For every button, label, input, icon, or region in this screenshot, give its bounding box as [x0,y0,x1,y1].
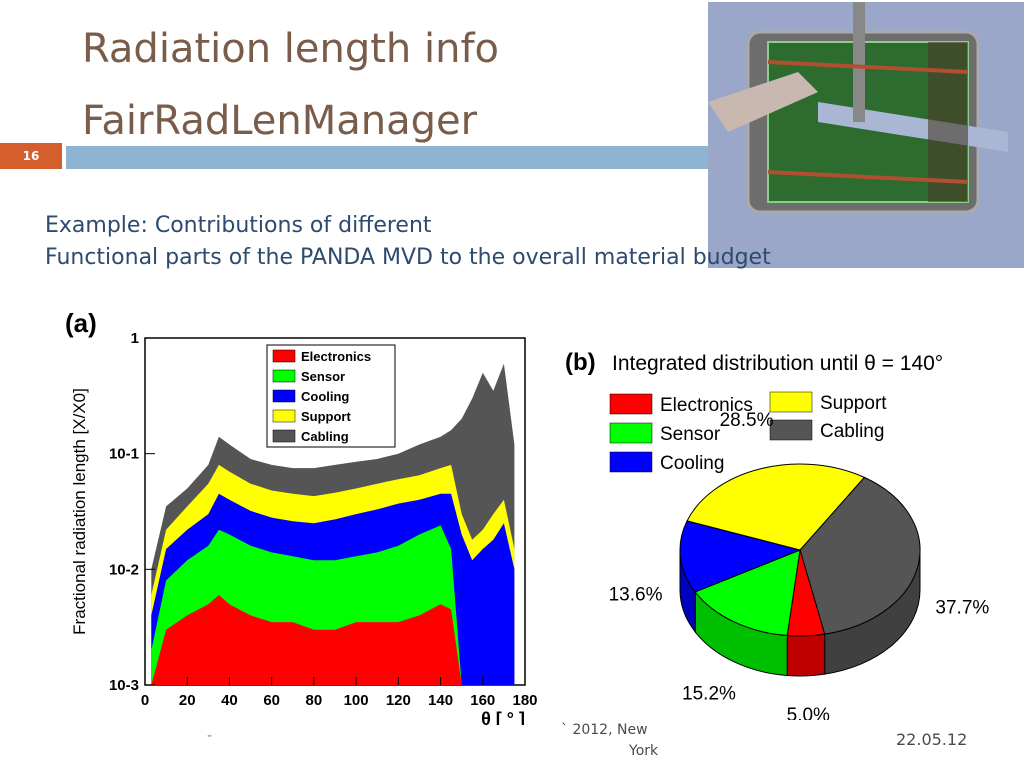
legend-label-electronics: Electronics [301,349,371,364]
pie-label-electronics: 5.0% [787,705,830,720]
footer-left: - [207,728,213,744]
y-tick-label: 10-1 [109,446,139,463]
legend-swatch-cooling [272,389,296,403]
x-tick-label: 40 [221,692,238,709]
panel-label-b: (b) [565,349,596,376]
radiation-length-area-chart: (a) 0 20 40 60 80 100 120 140 160 180 1 10-1 10-2 10-3… [65,308,538,725]
legend-label-cabling: Cabling [301,429,349,444]
y-tick-label: 10-3 [109,677,139,694]
pie-legend-label-sensor: Sensor [660,424,721,445]
pie-legend-swatch-cabling [769,419,813,441]
pie-legend-swatch-cooling [609,451,653,473]
pie-label-support: 28.5% [720,410,774,431]
pie-label-cooling: 13.6% [609,585,663,606]
x-tick-label: 60 [263,692,280,709]
legend-label-support: Support [301,409,351,424]
y-axis-label: Fractional radiation length [X/X0] [70,388,89,635]
area-electronics [151,595,515,685]
x-tick-label: 100 [344,692,369,709]
legend-swatch-sensor [272,369,296,383]
y-tick-label: 1 [131,330,139,347]
pie-label-sensor: 15.2% [682,683,736,704]
pie-slice-sensor [694,549,801,637]
pie-legend-label-cabling: Cabling [820,421,884,442]
legend-swatch-cabling [272,429,296,443]
pie-slice-cooling [679,520,802,593]
legend-swatch-support [272,409,296,423]
integrated-distribution-pie-chart: (b) Integrated distribution until θ = 140… [565,349,989,720]
slide-title-line2: FairRadLenManager [82,98,478,144]
pie-legend-label-support: Support [820,393,887,414]
slide-title-line1: Radiation length info [82,26,500,72]
pie-slice-support [686,463,866,551]
y-tick-label: 10-2 [109,561,139,578]
x-axis-label: θ [ ° ] [481,709,525,725]
pie-legend-swatch-sensor [609,422,653,444]
x-tick-label: 160 [470,692,495,709]
x-tick-label: 120 [386,692,411,709]
pie-title: Integrated distribution until θ = 140° [612,352,943,375]
panel-label-a: (a) [65,308,97,338]
pie-label-cabling: 37.7% [935,597,989,618]
pie-legend-swatch-support [769,391,813,413]
footer-conference-line1: ` 2012, New [561,722,648,738]
footer-conference-line2: York [629,743,659,759]
x-tick-label: 20 [179,692,196,709]
detector-cutaway-image [708,2,1024,268]
pie-legend-label-electronics: Electronics [660,395,753,416]
pie-legend-label-cooling: Cooling [660,453,724,474]
legend-swatch-electronics [272,349,296,363]
legend-label-sensor: Sensor [301,369,345,384]
pie-side-electronics [786,633,826,677]
footer-date: 22.05.12 [896,730,968,749]
x-tick-label: 80 [306,692,323,709]
subtitle-line2: Functional parts of the PANDA MVD to the… [45,245,771,270]
legend-label-cooling: Cooling [301,389,349,404]
slide-number-badge: 16 [0,143,62,169]
pie-legend-swatch-electronics [609,393,653,415]
x-tick-label: 0 [141,692,149,709]
x-tick-label: 140 [428,692,453,709]
subtitle-line1: Example: Contributions of different [45,213,432,238]
x-tick-label: 180 [512,692,537,709]
